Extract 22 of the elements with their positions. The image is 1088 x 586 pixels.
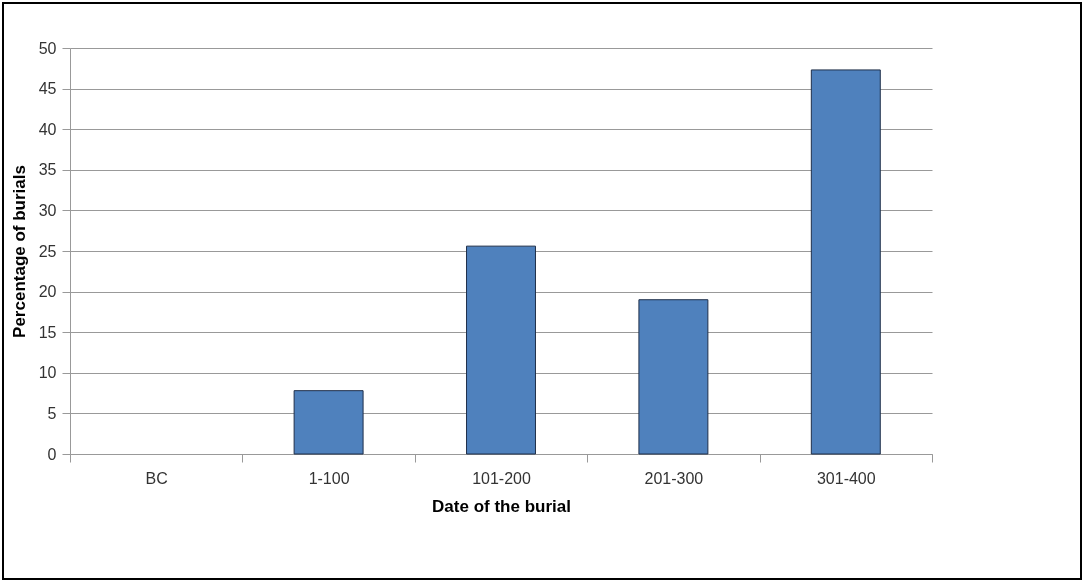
bar (638, 299, 709, 455)
y-tick-label: 40 (38, 120, 57, 138)
y-tick-label: 15 (38, 323, 57, 341)
bar (810, 69, 881, 455)
x-tick-label: 301-400 (816, 469, 876, 487)
x-tick-label: 201-300 (644, 469, 704, 487)
y-tick-label: 5 (47, 404, 57, 422)
bar (293, 390, 364, 455)
y-tick-label: 10 (38, 364, 57, 382)
x-tick-label: 1-100 (308, 469, 350, 487)
x-axis-title: Date of the burial (432, 496, 571, 516)
y-axis-title: Percentage of burials (9, 165, 29, 338)
y-tick-label: 30 (38, 201, 57, 219)
bar (466, 245, 536, 455)
y-tick-label: 35 (38, 161, 57, 179)
x-tick-label: 101-200 (472, 469, 531, 487)
y-tick-label: 20 (38, 283, 57, 301)
y-tick-label: 50 (38, 39, 57, 57)
x-tick-label: BC (145, 469, 168, 487)
y-tick-label: 25 (38, 242, 57, 260)
y-tick-label: 45 (38, 80, 57, 98)
y-tick-label: 0 (47, 445, 57, 463)
